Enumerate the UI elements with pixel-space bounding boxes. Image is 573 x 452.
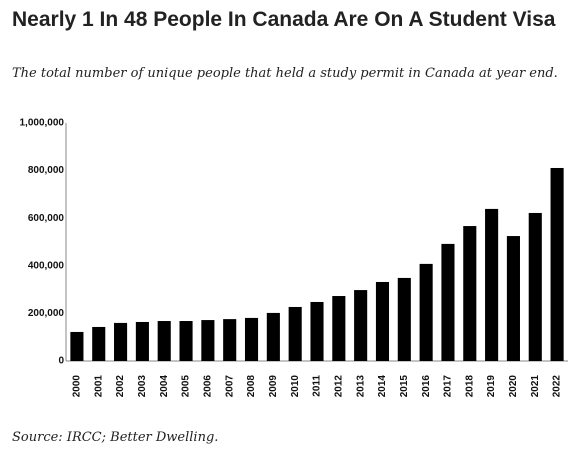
x-tick-label: 2007 xyxy=(224,375,235,398)
x-tick-label: 2011 xyxy=(312,375,323,397)
bar xyxy=(550,167,564,361)
x-tick-label: 2005 xyxy=(181,375,192,398)
source-note: Source: IRCC; Better Dwelling. xyxy=(12,430,219,445)
x-tick-label: 2022 xyxy=(552,375,563,398)
y-tick-label: 0 xyxy=(58,356,64,367)
bar xyxy=(354,290,368,361)
y-tick-label: 200,000 xyxy=(28,308,65,319)
bar xyxy=(92,326,106,361)
y-tick-label: 400,000 xyxy=(28,260,65,271)
x-tick-label: 2002 xyxy=(115,375,126,398)
x-tick-label: 2008 xyxy=(246,375,257,398)
x-tick-label: 2012 xyxy=(333,375,344,398)
bar xyxy=(157,321,171,361)
x-tick-label: 2004 xyxy=(159,375,170,398)
bar xyxy=(135,321,149,361)
x-tick-label: 2015 xyxy=(399,375,410,398)
x-tick-label: 2017 xyxy=(443,375,454,398)
x-tick-label: 2003 xyxy=(137,375,148,398)
bar xyxy=(419,263,433,361)
x-tick-label: 2001 xyxy=(93,375,104,398)
y-tick-label: 1,000,000 xyxy=(20,118,65,129)
bar xyxy=(332,296,346,361)
bar xyxy=(375,281,390,361)
bar xyxy=(528,212,542,361)
x-tick-label: 2013 xyxy=(355,375,366,398)
bar xyxy=(506,236,520,361)
bar xyxy=(266,312,280,361)
x-tick-label: 2016 xyxy=(421,375,432,398)
bar xyxy=(310,301,324,361)
y-tick-label: 800,000 xyxy=(28,165,65,176)
chart-title: Nearly 1 In 48 People In Canada Are On A… xyxy=(12,8,556,31)
bar xyxy=(463,226,477,361)
x-tick-label: 2009 xyxy=(268,375,279,398)
chart-subtitle: The total number of unique people that h… xyxy=(12,66,558,81)
bar xyxy=(397,277,411,361)
bar xyxy=(441,243,455,361)
bar xyxy=(70,331,84,361)
x-tick-label: 2018 xyxy=(464,375,475,398)
x-tick-label: 2014 xyxy=(377,375,388,398)
bar xyxy=(201,320,215,361)
bar xyxy=(288,306,302,361)
bar xyxy=(244,317,259,361)
bar xyxy=(179,321,193,361)
y-tick-label: 600,000 xyxy=(28,213,65,224)
chart: 0 200,000 400,000 600,000 800,000 1,000,000 20… xyxy=(20,118,568,398)
x-tick-label: 2021 xyxy=(530,375,541,398)
bar xyxy=(485,208,499,361)
x-tick-label: 2000 xyxy=(72,375,83,398)
x-tick-label: 2019 xyxy=(486,375,497,398)
x-tick-label: 2020 xyxy=(508,375,519,398)
bar xyxy=(223,319,237,361)
bar xyxy=(114,322,128,361)
x-tick-label: 2006 xyxy=(203,375,214,398)
x-tick-label: 2010 xyxy=(290,375,301,398)
